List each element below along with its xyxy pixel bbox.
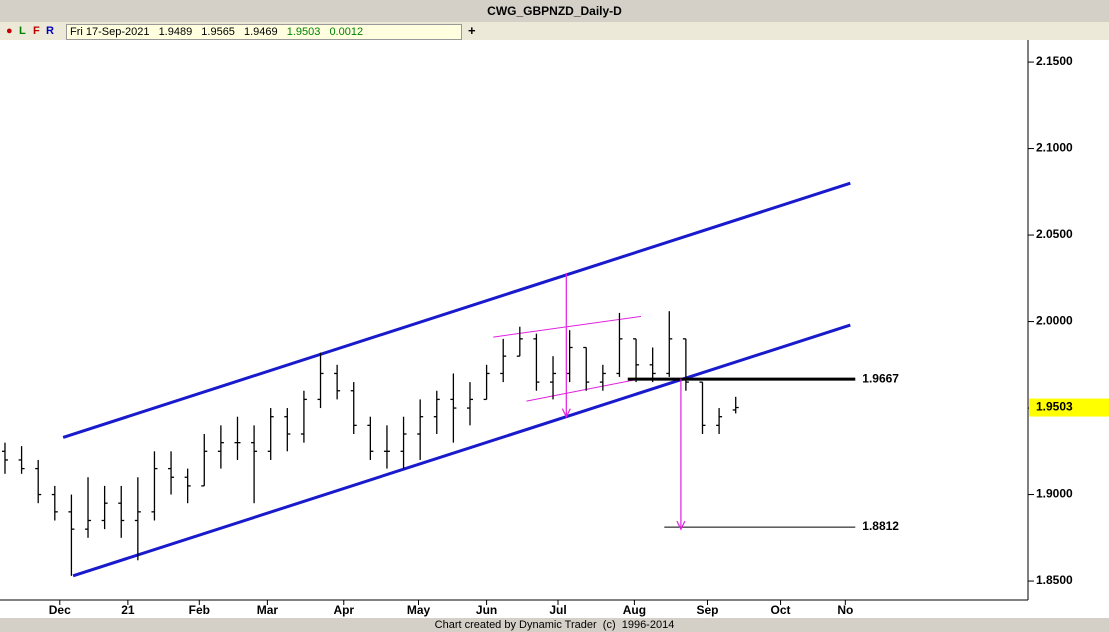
quote-open: 1.9489 xyxy=(158,26,193,38)
y-tick-label: 2.0000 xyxy=(1036,314,1073,328)
quote-high: 1.9565 xyxy=(201,26,235,38)
dot-icon[interactable]: ● xyxy=(6,25,13,37)
x-tick-label: Jun xyxy=(476,603,497,617)
trendline xyxy=(526,378,642,402)
quote-change: 0.0012 xyxy=(329,26,364,38)
plot-background xyxy=(0,40,1028,600)
add-icon[interactable]: + xyxy=(468,23,476,38)
quote-date: Fri 17-Sep-2021 xyxy=(70,26,150,38)
toolbar-button[interactable]: R xyxy=(46,25,54,37)
footer: Chart created by Dynamic Trader (c) 1996… xyxy=(434,619,675,631)
title-bar: CWG_GBPNZD_Daily-D xyxy=(0,0,1109,22)
x-tick-label: No xyxy=(837,603,853,617)
toolbar: ● L F R Fri 17-Sep-2021 1.9489 1.9565 1.… xyxy=(0,22,1109,40)
trendline xyxy=(62,181,851,439)
level-label: 1.8812 xyxy=(862,519,899,533)
x-tick-label: Dec xyxy=(49,603,71,617)
x-tick-label: Jul xyxy=(549,603,566,617)
quote-box: Fri 17-Sep-2021 1.9489 1.9565 1.9469 1.9… xyxy=(66,24,462,40)
last-price-label: 1.9503 xyxy=(1036,400,1073,414)
last-price-box xyxy=(1029,398,1109,417)
x-tick-label: Mar xyxy=(257,603,279,617)
y-tick-label: 2.0500 xyxy=(1036,227,1073,241)
trendline xyxy=(72,323,851,578)
x-tick-label: May xyxy=(407,603,431,617)
quote-low: 1.9469 xyxy=(244,26,278,38)
y-tick-label: 2.1000 xyxy=(1036,141,1073,155)
quote-close: 1.9503 xyxy=(286,26,321,38)
y-tick-label: 1.9000 xyxy=(1036,487,1073,501)
time-axis-background xyxy=(0,600,1109,618)
arrow xyxy=(561,273,571,419)
trendline xyxy=(493,315,642,338)
x-tick-label: Oct xyxy=(771,603,791,617)
x-tick-label: 21 xyxy=(121,603,135,617)
toolbar-button[interactable]: L xyxy=(19,25,26,37)
toolbar-button[interactable]: F xyxy=(33,25,40,37)
x-tick-label: Feb xyxy=(189,603,210,617)
arrow xyxy=(676,378,686,531)
level-label: 1.9667 xyxy=(862,371,899,385)
price-axis-background xyxy=(1028,40,1109,600)
y-tick-label: 2.1500 xyxy=(1036,54,1073,68)
x-tick-label: Apr xyxy=(333,603,354,617)
x-tick-label: Aug xyxy=(623,603,646,617)
x-tick-label: Sep xyxy=(696,603,718,617)
chart: 1.85001.90001.95002.00002.05002.10002.15… xyxy=(0,40,1109,618)
y-tick-label: 1.8500 xyxy=(1036,573,1073,587)
chart-title: CWG_GBPNZD_Daily-D xyxy=(487,4,622,18)
